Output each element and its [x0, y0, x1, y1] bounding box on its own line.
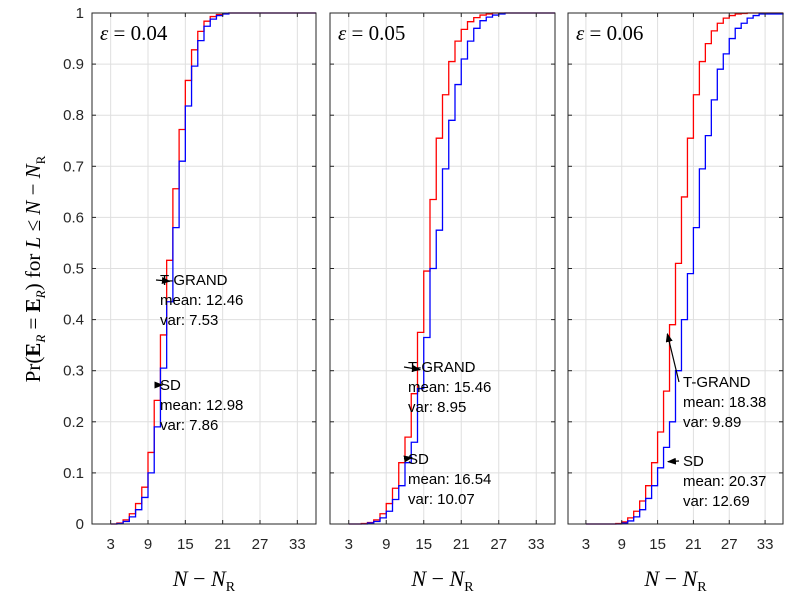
x-tick-label: 33 — [528, 536, 545, 553]
y-tick-label: 0.9 — [63, 56, 84, 73]
x-axis-label: N − NR — [643, 566, 707, 592]
x-tick-label: 9 — [618, 536, 626, 553]
panel-3: 3 9 15 21 27 33 N − NR ε = 0.06 T-GRAND mean: 18.… — [567, 12, 784, 592]
annotation-arrow — [403, 455, 413, 463]
x-tick-label: 9 — [382, 536, 390, 553]
panel-title: ε = 0.06 — [576, 21, 643, 45]
x-tick-label: 21 — [453, 536, 470, 553]
x-tick-label: 27 — [490, 536, 507, 553]
annotation-sd: SD mean: 12.98 var: 7.86 — [154, 377, 243, 434]
panels: 00.10.20.30.40.50.60.70.80.913 9 15 21 27 33N… — [63, 5, 784, 592]
annotation-arrow — [666, 457, 680, 465]
x-tick-label: 3 — [106, 536, 114, 553]
y-label-minus: − — [21, 178, 45, 200]
x-tick-label: 15 — [649, 536, 666, 553]
annotation-label: T-GRAND — [160, 272, 228, 289]
annotation-label: T-GRAND — [408, 359, 476, 376]
y-label-e2: E — [21, 298, 45, 312]
annotation-stat: mean: 16.54 — [408, 471, 491, 488]
y-label-l: L — [21, 237, 45, 250]
x-tick-label: 33 — [289, 536, 306, 553]
y-label-leq: ≤ — [21, 215, 45, 237]
annotation-stat: var: 7.86 — [160, 417, 218, 434]
x-tick-label: 27 — [721, 536, 738, 553]
annotation-stat: var: 10.07 — [408, 491, 475, 508]
x-tick-label: 21 — [685, 536, 702, 553]
annotation-stat: var: 8.95 — [408, 399, 466, 416]
series-line-tgrand — [585, 12, 783, 525]
annotation-tgrand: T-GRAND mean: 12.46 var: 7.53 — [155, 272, 243, 329]
x-tick-label: 27 — [252, 536, 269, 553]
y-tick-label: 0.4 — [63, 312, 84, 329]
annotation-stat: var: 9.89 — [683, 414, 741, 431]
annotation-label: SD — [408, 451, 429, 468]
y-tick-label: 0.5 — [63, 261, 84, 278]
y-label-sub-r2: R — [33, 290, 48, 299]
y-label-eq: = — [21, 312, 45, 334]
annotation-sd: SD mean: 20.37 var: 12.69 — [666, 453, 766, 510]
y-label-sub-r3: R — [33, 155, 48, 164]
annotation-tgrand: T-GRAND mean: 15.46 var: 8.95 — [403, 359, 491, 416]
y-axis-label: Pr(ER = ER) for L ≤ N − NR — [21, 155, 48, 382]
x-tick-label: 3 — [582, 536, 590, 553]
panel-title: ε = 0.05 — [338, 21, 405, 45]
x-axis-label: N − NR — [410, 566, 474, 592]
annotation-arrow — [155, 277, 171, 285]
panel-title: ε = 0.04 — [100, 21, 168, 45]
y-label-n2: N — [21, 163, 45, 179]
y-label-for: for — [21, 248, 45, 283]
panel-2: 3 9 15 21 27 33 N − NR ε = 0.05 T-GRAND mean: 15.… — [329, 12, 556, 592]
y-tick-label: 0.6 — [63, 209, 84, 226]
x-tick-label: 15 — [415, 536, 432, 553]
annotation-arrow — [403, 364, 422, 372]
annotation-stat: mean: 12.98 — [160, 397, 243, 414]
y-tick-label: 0.2 — [63, 414, 84, 431]
y-label-pr: Pr( — [21, 357, 45, 383]
annotation-stat: mean: 12.46 — [160, 292, 243, 309]
y-tick-label: 0 — [76, 516, 84, 533]
x-tick-label: 15 — [177, 536, 194, 553]
annotation-stat: mean: 20.37 — [683, 473, 766, 490]
y-label-n: N — [21, 200, 45, 216]
y-tick-label: 0.7 — [63, 158, 84, 175]
x-axis-label: N − NR — [172, 566, 236, 592]
x-tick-label: 21 — [214, 536, 231, 553]
series-line-sd — [585, 13, 784, 525]
annotation-sd: SD mean: 16.54 var: 10.07 — [403, 451, 491, 508]
annotation-stat: mean: 15.46 — [408, 379, 491, 396]
annotation-label: SD — [160, 377, 181, 394]
y-tick-label: 0.3 — [63, 363, 84, 380]
annotation-stat: var: 7.53 — [160, 312, 218, 329]
annotation-label: T-GRAND — [683, 374, 751, 391]
annotation-stat: mean: 18.38 — [683, 394, 766, 411]
y-label-close: ) — [21, 283, 45, 290]
x-tick-label: 3 — [345, 536, 353, 553]
annotation-label: SD — [683, 453, 704, 470]
panel-1: 0 0.1 0.2 0.3 0.4 0.5 0.6 0.7 0.8 0.9 1 3 9 15 21 27 33 N… — [63, 5, 317, 592]
annotation-tgrand: T-GRAND mean: 18.38 var: 9.89 — [665, 332, 766, 431]
y-label-sub-r: R — [33, 335, 48, 344]
x-tick-label: 33 — [757, 536, 774, 553]
y-tick-label: 0.1 — [63, 465, 84, 482]
annotation-stat: var: 12.69 — [683, 493, 750, 510]
y-label-e: E — [21, 343, 45, 357]
series-line-sd — [348, 12, 555, 525]
annotation-arrow — [665, 332, 680, 383]
y-tick-label: 0.8 — [63, 107, 84, 124]
x-tick-label: 9 — [144, 536, 152, 553]
y-tick-label: 1 — [76, 5, 84, 22]
